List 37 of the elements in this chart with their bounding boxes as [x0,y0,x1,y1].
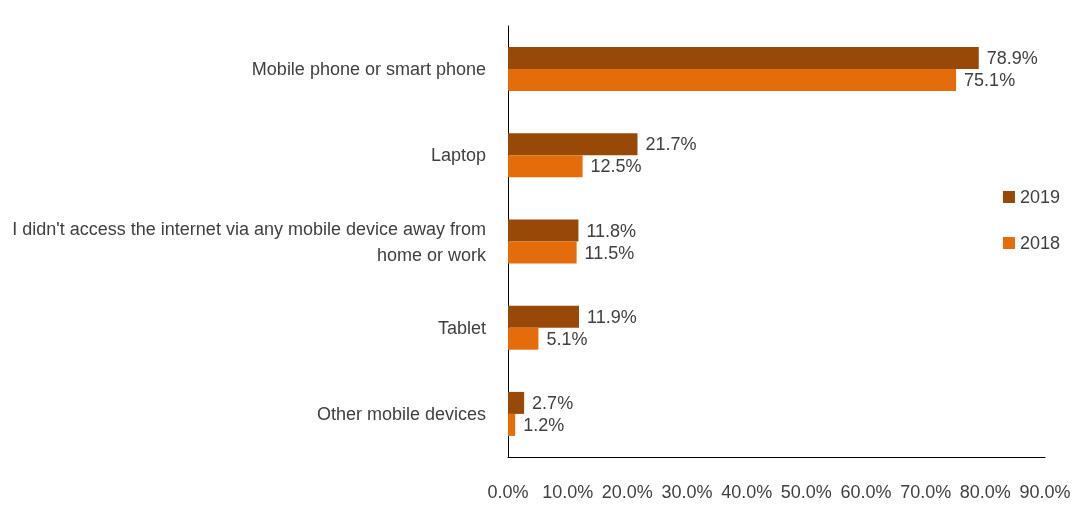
x-tick-label: 50.0% [780,482,832,502]
bar [508,133,638,156]
x-tick-label: 70.0% [900,482,952,502]
bar [508,219,579,242]
legend-label: 2019 [1019,187,1060,207]
bar [508,413,516,436]
data-label: 5.1% [546,328,588,349]
x-tick-label: 90.0% [1019,482,1071,502]
x-tick-label: 80.0% [959,482,1011,502]
y-tick-label: Tablet [437,317,486,338]
x-tick-label: 60.0% [840,482,892,502]
bar [508,69,957,92]
y-tick-label: Mobile phone or smart phone [251,59,486,80]
x-tick-label: 40.0% [721,482,773,502]
x-tick-label: 10.0% [542,482,594,502]
data-label: 2.7% [532,392,574,413]
bar [508,241,577,264]
bar [508,155,583,178]
y-tick-label: Other mobile devices [316,403,486,424]
data-label: 12.5% [590,156,642,177]
x-tick-label: 0.0% [487,482,529,502]
bar [508,327,539,350]
data-label: 11.8% [586,220,637,241]
data-label: 78.9% [986,48,1038,69]
data-label: 11.9% [587,306,637,327]
data-label: 11.5% [584,242,635,263]
y-tick-label: I didn't access the internet via any mobile device away from home or work [12,218,487,265]
legend-label: 2018 [1019,233,1060,253]
data-label: 21.7% [645,134,697,155]
y-tick-label: Laptop [430,145,486,166]
bar [508,47,979,70]
data-label: 1.2% [523,414,565,435]
x-tick-label: 30.0% [661,482,713,502]
bar [508,305,579,328]
bar [508,391,525,414]
x-tick-label: 20.0% [601,482,653,502]
data-label: 75.1% [964,70,1016,91]
